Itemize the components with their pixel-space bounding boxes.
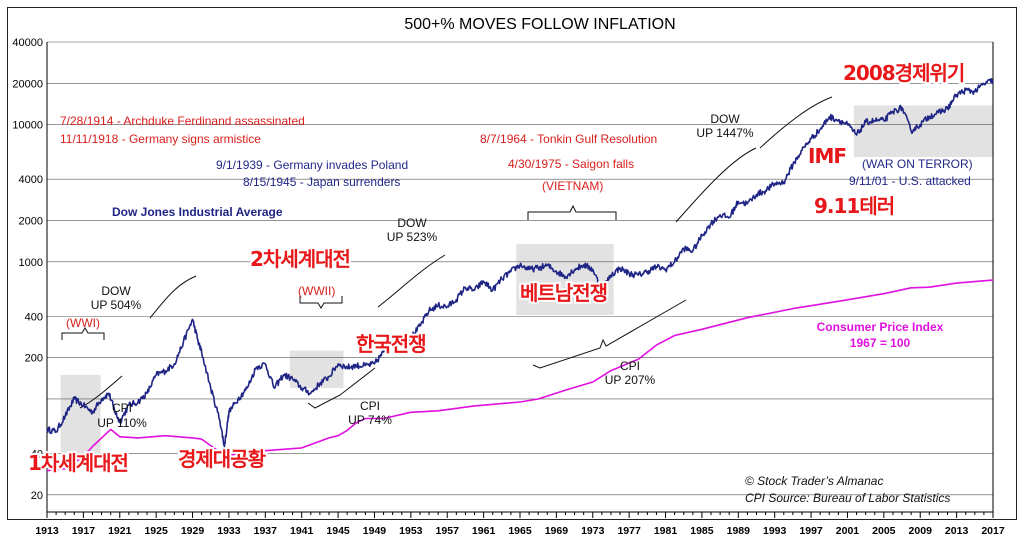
move-cpi-2-value: UP 74% xyxy=(348,413,392,427)
brace-cpi-207 xyxy=(532,299,687,369)
brace-wwi xyxy=(61,327,105,340)
label-wwi: (WWI) xyxy=(66,316,100,330)
credit-almanac: © Stock Trader’s Almanac xyxy=(745,474,883,488)
x-tick-label: 1953 xyxy=(399,525,423,537)
x-tick-label: 1989 xyxy=(727,525,751,537)
move-cpi-2-title: CPI xyxy=(360,399,380,413)
brace-dow-523 xyxy=(377,254,446,308)
korean-label-vietnam: 베트남전쟁 xyxy=(520,281,607,305)
dow-series-line xyxy=(46,78,994,448)
move-dow-1-title: DOW xyxy=(101,284,131,298)
x-tick-label: 1977 xyxy=(617,525,641,537)
x-tick-label: 1985 xyxy=(690,525,714,537)
x-tick-label: 2013 xyxy=(945,525,969,537)
chart-frame xyxy=(7,7,1017,520)
move-cpi-3-value: UP 207% xyxy=(605,373,656,387)
korean-label-korea: 한국전쟁 xyxy=(356,332,426,356)
brace-wwii xyxy=(299,296,343,309)
x-tick-label: 1921 xyxy=(108,525,132,537)
move-dow-2-title: DOW xyxy=(397,216,427,230)
x-tick-label: 1941 xyxy=(290,525,314,537)
x-tick-label: 1949 xyxy=(363,525,387,537)
y-tick-label: 4000 xyxy=(19,174,43,186)
x-tick-label: 2009 xyxy=(909,525,933,537)
brace-vietnam xyxy=(527,204,617,220)
y-tick-label: 1000 xyxy=(19,257,43,269)
x-tick-label: 1929 xyxy=(181,525,205,537)
x-tick-label: 1961 xyxy=(472,525,496,537)
korean-label-wwii: 2차세계대전 xyxy=(250,247,350,271)
y-tick-label: 40000 xyxy=(12,37,43,49)
label-vietnam: (VIETNAM) xyxy=(542,179,603,193)
x-tick-label: 2017 xyxy=(981,525,1005,537)
x-tick-label: 1913 xyxy=(35,525,59,537)
x-tick-label: 1917 xyxy=(72,525,96,537)
x-tick-label: 1925 xyxy=(144,525,168,537)
event-saigon: 4/30/1975 - Saigon falls xyxy=(508,157,634,171)
label-wwii: (WWII) xyxy=(298,284,335,298)
brace-dow-1447 xyxy=(675,96,833,223)
shade-war-on-terror xyxy=(853,105,993,158)
legend-cpi: Consumer Price Index xyxy=(817,320,944,334)
y-tick-label: 10000 xyxy=(12,120,43,132)
cpi-series-line xyxy=(46,279,994,472)
korean-label-depression: 경제대공황 xyxy=(178,447,267,471)
x-tick-label: 1981 xyxy=(654,525,678,537)
event-911: 9/11/01 - U.S. attacked xyxy=(849,174,971,188)
brace-dow-504 xyxy=(149,275,197,319)
korean-label-911: 9.11테러 xyxy=(814,194,894,218)
y-tick-label: 200 xyxy=(25,353,43,365)
korean-label-wwi: 1차세계대전 xyxy=(28,451,128,475)
y-tick-label: 20000 xyxy=(12,78,43,90)
x-tick-label: 2001 xyxy=(836,525,860,537)
legend-cpi-base: 1967 = 100 xyxy=(850,336,911,350)
event-poland: 9/1/1939 - Germany invades Poland xyxy=(216,158,408,172)
move-dow-1-value: UP 504% xyxy=(91,298,142,312)
x-tick-label: 1997 xyxy=(799,525,823,537)
event-japan: 8/15/1945 - Japan surrenders xyxy=(243,175,400,189)
x-tick-label: 1969 xyxy=(545,525,569,537)
label-war-on-terror: (WAR ON TERROR) xyxy=(862,157,973,171)
y-tick-label: 400 xyxy=(25,311,43,323)
move-cpi-1-title: CPI xyxy=(112,401,132,415)
y-tick-label: 2000 xyxy=(19,215,43,227)
brace-cpi-74 xyxy=(307,367,376,409)
move-cpi-1-value: UP 110% xyxy=(97,416,147,430)
x-tick-label: 1957 xyxy=(436,525,460,537)
x-tick-label: 2005 xyxy=(872,525,896,537)
move-cpi-3-title: CPI xyxy=(620,359,640,373)
korean-label-2008-crisis: 2008경제위기 xyxy=(843,61,964,85)
move-dow-2-value: UP 523% xyxy=(387,230,438,244)
x-tick-label: 1945 xyxy=(326,525,350,537)
x-tick-label: 1965 xyxy=(508,525,532,537)
x-tick-label: 1973 xyxy=(581,525,605,537)
y-tick-label: 20 xyxy=(31,490,43,502)
move-dow-3-value: UP 1447% xyxy=(696,126,753,140)
x-tick-label: 1937 xyxy=(254,525,278,537)
move-dow-3-title: DOW xyxy=(710,112,740,126)
korean-label-imf: IMF xyxy=(808,144,846,168)
event-archduke: 7/28/1914 - Archduke Ferdinand assassina… xyxy=(60,114,305,128)
credit-cpi-source: CPI Source: Bureau of Labor Statistics xyxy=(745,491,950,505)
event-tonkin: 8/7/1964 - Tonkin Gulf Resolution xyxy=(480,132,657,146)
x-tick-label: 1993 xyxy=(763,525,787,537)
legend-dow: Dow Jones Industrial Average xyxy=(112,205,283,219)
chart-title: 500+% MOVES FOLLOW INFLATION xyxy=(404,16,675,33)
y-tick-label: 40 xyxy=(31,449,43,461)
event-armistice: 11/11/1918 - Germany signs armistice xyxy=(60,132,261,146)
x-tick-label: 1933 xyxy=(217,525,241,537)
